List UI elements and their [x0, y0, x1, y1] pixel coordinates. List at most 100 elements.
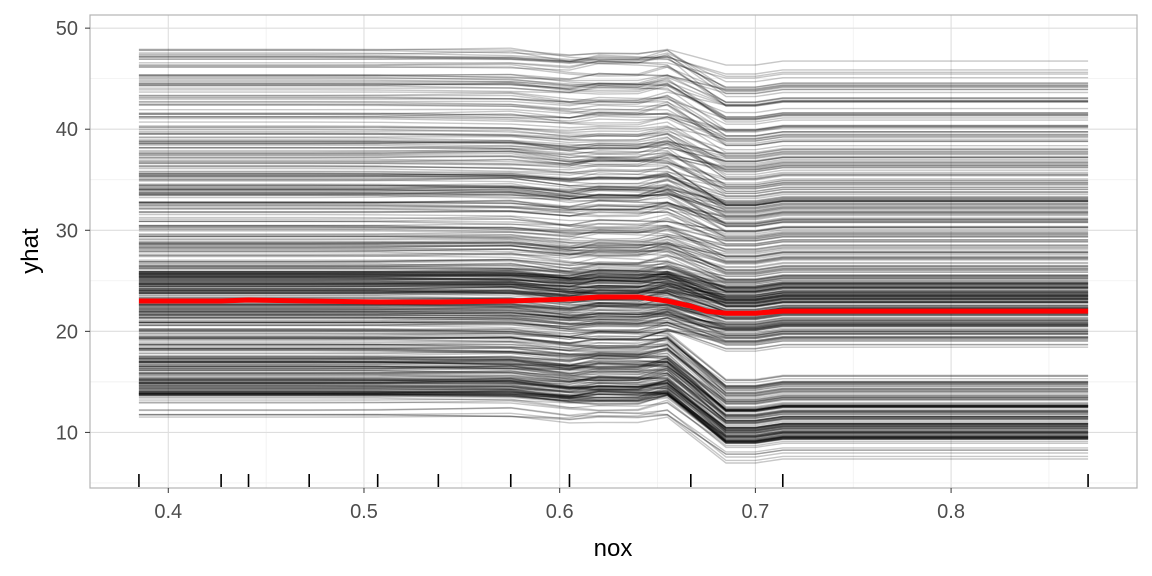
ice-curve [138, 365, 1089, 417]
ice-curve [138, 111, 1089, 154]
ice-curve [138, 374, 1089, 424]
ice-curve [138, 137, 1089, 175]
ice-curve [138, 273, 1089, 287]
ice-curve [138, 335, 1089, 387]
ice-curve [138, 289, 1089, 310]
ice-curve [138, 271, 1089, 298]
ice-curve [138, 179, 1089, 197]
ice-curve [138, 283, 1089, 298]
y-axis-title: yhat [17, 228, 44, 274]
ice-curve [138, 204, 1089, 227]
ice-curve [138, 309, 1089, 327]
ice-curve [138, 386, 1089, 434]
ice-curve [138, 377, 1089, 432]
ice-curve [138, 389, 1089, 444]
ice-curve [138, 375, 1089, 424]
ice-curve [138, 204, 1089, 238]
ice-curve [138, 135, 1089, 180]
ice-curve [138, 276, 1089, 300]
ice-curve [138, 66, 1089, 103]
ice-curve [138, 164, 1089, 207]
ice-curve [138, 311, 1089, 326]
ice-curve [138, 204, 1089, 218]
ice-curve [138, 336, 1089, 395]
ice-curve [138, 154, 1089, 171]
ice-curve [138, 355, 1089, 406]
ice-curve [138, 115, 1089, 132]
ice-curve [138, 276, 1089, 296]
ice-curve [138, 277, 1089, 300]
ice-curve [138, 279, 1089, 307]
ice-curve [138, 228, 1089, 258]
ice-curve [138, 241, 1089, 271]
ice-curve [138, 191, 1089, 225]
ice-curve [138, 193, 1089, 232]
ice-curve [138, 183, 1089, 206]
ice-curve [138, 253, 1089, 285]
ice-curve [138, 330, 1089, 381]
ice-curve [138, 336, 1089, 391]
ice-curve [138, 188, 1089, 214]
ice-curve [138, 126, 1089, 140]
ice-curve [138, 289, 1089, 312]
ice-curve [138, 415, 1089, 464]
ice-curve [138, 283, 1089, 308]
ice-curve [138, 236, 1089, 260]
ice-curve [138, 302, 1089, 325]
ice-curve [138, 269, 1089, 284]
ice-curve [138, 330, 1089, 382]
ice-curve [138, 270, 1089, 300]
average-curve [138, 294, 1089, 316]
ice-curve [138, 184, 1089, 209]
ice-curve [138, 171, 1089, 184]
ice-curve [138, 143, 1089, 172]
ice-curve [138, 384, 1089, 438]
ice-curve [138, 128, 1089, 165]
ice-curve [138, 158, 1089, 179]
ice-curve [138, 91, 1089, 107]
ice-curve [138, 273, 1089, 289]
ice-curve [138, 177, 1089, 200]
ice-curve [138, 244, 1089, 271]
ice-curve [138, 344, 1089, 403]
ice-curve [138, 397, 1089, 444]
ice-curve [138, 331, 1089, 388]
ice-curve [138, 360, 1089, 404]
ice-curve [138, 223, 1089, 242]
ice-curve [138, 310, 1089, 333]
ice-curve [138, 280, 1089, 306]
ice-curve [138, 201, 1089, 223]
ice-curve [138, 381, 1089, 430]
x-tick-label: 0.5 [350, 501, 378, 523]
ice-curve [138, 317, 1089, 342]
ice-curve [138, 147, 1089, 162]
ice-curve [138, 265, 1089, 290]
ice-curve [138, 286, 1089, 300]
ice-curve [138, 133, 1089, 168]
ice-curve [138, 224, 1089, 258]
ice-curve [138, 328, 1089, 352]
ice-curve [138, 272, 1089, 304]
ice-curve [138, 167, 1089, 190]
ice-curve [138, 350, 1089, 396]
ice-curve [138, 285, 1089, 296]
ice-curve [138, 374, 1089, 417]
ice-curve [138, 201, 1089, 225]
ice-curve [138, 54, 1089, 88]
ice-curve [138, 269, 1089, 283]
ice-curve [138, 386, 1089, 437]
ice-curve [138, 361, 1089, 417]
ice-curve [138, 307, 1089, 329]
ice-curve [138, 287, 1089, 302]
ice-curve [138, 218, 1089, 232]
ice-curve [138, 101, 1089, 131]
ice-curve [138, 390, 1089, 438]
ice-curve [138, 225, 1089, 242]
ice-curve [138, 226, 1089, 262]
ice-curve [138, 276, 1089, 301]
ice-curve [138, 292, 1089, 310]
ice-curve [138, 314, 1089, 335]
ice-curve [138, 148, 1089, 186]
ice-curve [138, 365, 1089, 409]
